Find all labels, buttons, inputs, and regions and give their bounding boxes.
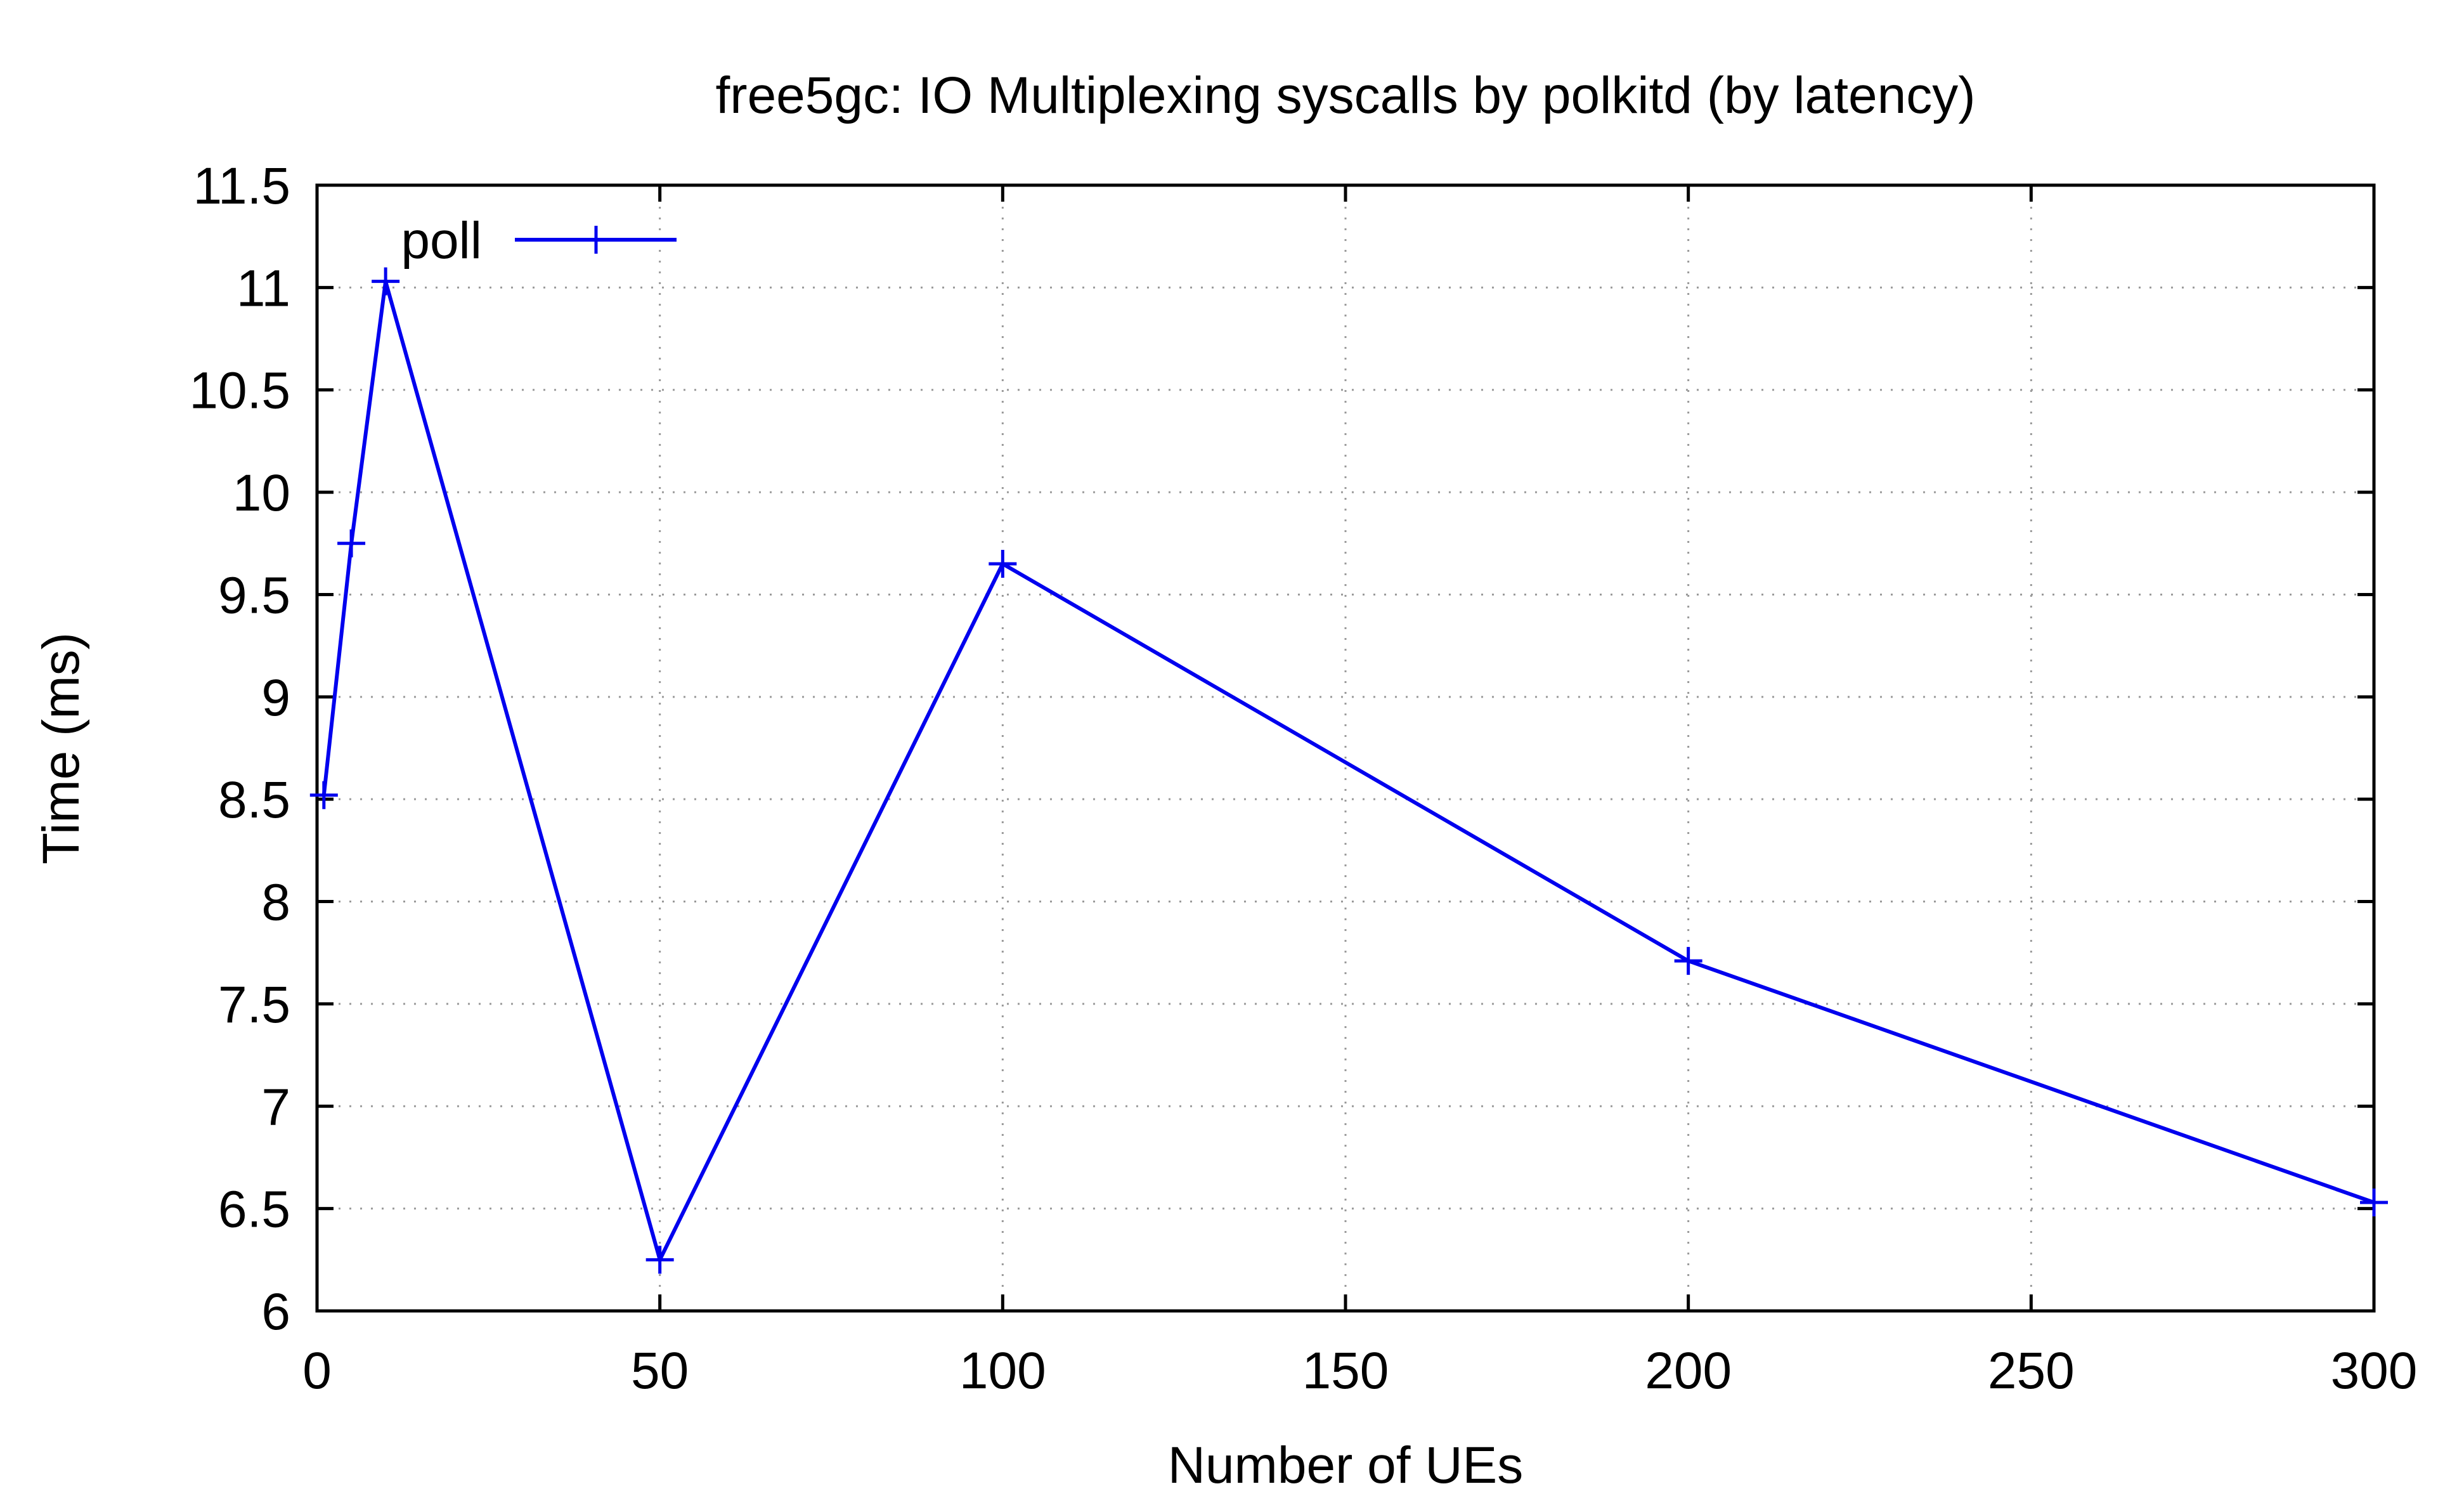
y-axis-label: Time (ms)	[32, 632, 90, 864]
x-tick-label: 250	[1988, 1342, 2075, 1400]
y-axis-tick-labels: 6 6.5 7 7.5 8 8.5 9 9.5 10 10.5 11 11.5	[189, 157, 290, 1341]
x-tick-label: 0	[302, 1342, 332, 1400]
y-tick-label: 11	[237, 259, 290, 317]
y-tick-label: 6.5	[218, 1181, 290, 1239]
legend-marker-poll	[582, 226, 610, 254]
chart-title: free5gc: IO Multiplexing syscalls by pol…	[715, 67, 1975, 124]
data-point-marker	[372, 267, 400, 296]
data-point-marker	[989, 550, 1017, 578]
x-tick-label: 100	[959, 1342, 1046, 1400]
series-layer	[309, 267, 2388, 1274]
data-point-marker	[1674, 947, 1702, 975]
y-tick-label: 10.5	[189, 362, 290, 420]
data-point-marker	[337, 529, 366, 557]
y-tick-label: 7	[261, 1078, 290, 1136]
y-tick-label: 10	[233, 464, 290, 522]
legend-label-poll: poll	[401, 212, 482, 270]
data-point-marker	[2360, 1188, 2388, 1216]
x-tick-label: 50	[631, 1342, 689, 1400]
y-tick-label: 6	[261, 1283, 290, 1341]
y-tick-label: 9.5	[218, 566, 290, 624]
x-tick-label: 150	[1302, 1342, 1389, 1400]
y-tick-label: 7.5	[218, 976, 290, 1034]
y-tick-label: 8.5	[218, 771, 290, 829]
x-tick-label: 300	[2331, 1342, 2418, 1400]
y-tick-label: 11.5	[193, 157, 290, 215]
legend: poll	[401, 212, 677, 270]
data-point-marker	[645, 1246, 674, 1274]
data-point-marker	[309, 781, 338, 809]
plot-frame	[315, 183, 2376, 1313]
y-tick-label: 9	[261, 669, 290, 727]
y-tick-label: 8	[261, 874, 290, 932]
x-axis-tick-labels: 0 50 100 150 200 250 300	[302, 1342, 2417, 1400]
grid-lines	[317, 185, 2374, 1311]
x-tick-label: 200	[1645, 1342, 1732, 1400]
x-axis-label: Number of UEs	[1168, 1436, 1524, 1494]
